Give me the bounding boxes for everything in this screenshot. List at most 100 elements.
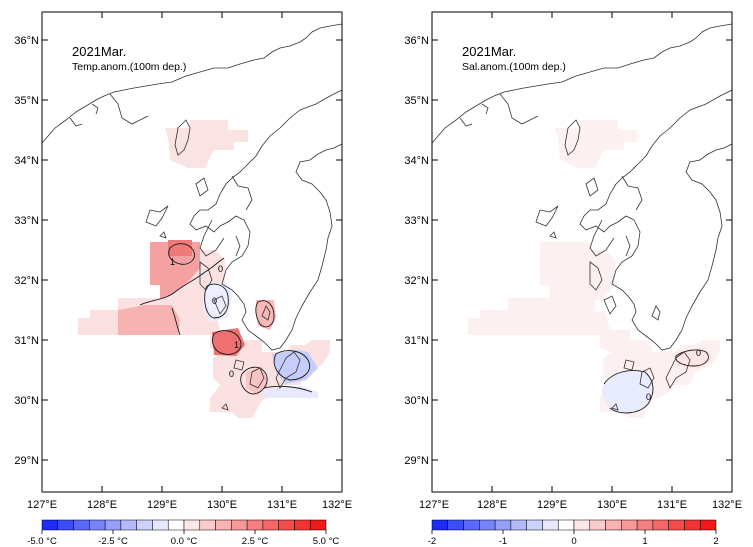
colorbar-swatch: [636, 519, 654, 531]
colorbar-swatch: [652, 519, 669, 531]
lat-label: 34°N: [14, 155, 39, 167]
lon-label: 128°E: [477, 499, 507, 511]
colorbar-swatch: [152, 519, 169, 531]
lat-label: 30°N: [404, 395, 429, 407]
colorbar-swatch: [136, 519, 153, 531]
colorbar-swatch: [699, 519, 717, 531]
map-title: 2021Mar.: [72, 44, 126, 59]
lon-label: 131°E: [657, 499, 687, 511]
colorbar-swatch: [479, 519, 496, 531]
contour-label: 0: [218, 264, 223, 274]
colorbar-swatch: [246, 519, 264, 531]
colorbar-label: -5.0 °C: [27, 536, 57, 547]
colorbar-label: -2.5 °C: [98, 536, 128, 547]
colorbar-swatch: [684, 519, 701, 531]
lon-labels: 127°E 128°E 129°E 130°E 131°E 132°E: [419, 499, 742, 511]
lat-labels: 36°N 35°N 34°N 33°N 32°N 31°N 30°N 29°N: [14, 35, 39, 467]
colorbar-swatch: [431, 519, 449, 531]
contour-label: 0: [229, 369, 234, 379]
lat-label: 29°N: [14, 455, 39, 467]
salinity-contour-labels: 0 0: [646, 348, 701, 402]
lon-label: 127°E: [27, 499, 57, 511]
colorbar-swatch: [494, 519, 512, 531]
temperature-anomaly-map: 1 0 0 1 0: [14, 11, 352, 547]
colorbar-swatch: [447, 519, 464, 531]
lat-labels: 36°N 35°N 34°N 33°N 32°N 31°N 30°N 29°N: [404, 35, 429, 467]
map-title: 2021Mar.: [462, 44, 516, 59]
colorbar-swatch: [621, 519, 638, 531]
contour-label: 0: [646, 392, 651, 402]
lon-label: 132°E: [322, 499, 352, 511]
lat-label: 31°N: [404, 335, 429, 347]
lon-label: 131°E: [267, 499, 297, 511]
colorbar-swatch: [73, 519, 90, 531]
coastline: [41, 23, 343, 411]
colorbar-swatch: [294, 519, 311, 531]
salinity-colorbar-labels: -2 -1 0 1 2: [428, 536, 719, 547]
colorbar-swatch: [262, 519, 279, 531]
colorbar-swatch: [183, 519, 201, 531]
colorbar-swatch: [463, 519, 480, 531]
colorbar-swatch: [104, 519, 122, 531]
map-frame: [41, 11, 343, 493]
lat-label: 29°N: [404, 455, 429, 467]
colorbar-swatch: [309, 519, 327, 531]
map-subtitle: Sal.anom.(100m dep.): [462, 61, 566, 73]
lat-ticks: [431, 12, 733, 492]
salinity-contour-lines: [603, 349, 709, 414]
colorbar-swatch: [557, 519, 575, 531]
colorbar-swatch: [278, 519, 295, 531]
lat-label: 33°N: [14, 215, 39, 227]
colorbar-swatch: [231, 519, 248, 531]
lon-label: 129°E: [147, 499, 177, 511]
colorbar-swatch: [668, 519, 685, 531]
lat-label: 35°N: [14, 95, 39, 107]
temp-contour-lines: [139, 243, 313, 395]
lon-label: 130°E: [597, 499, 627, 511]
lon-label: 130°E: [207, 499, 237, 511]
contour-label: 0: [696, 348, 701, 358]
lon-label: 129°E: [537, 499, 567, 511]
map-subtitle: Temp.anom.(100m dep.): [72, 61, 186, 73]
salinity-colorbar: [431, 519, 717, 534]
colorbar-swatch: [41, 519, 59, 531]
colorbar-swatch: [57, 519, 74, 531]
lat-label: 33°N: [404, 215, 429, 227]
colorbar-swatch: [199, 519, 216, 531]
colorbar-swatch: [573, 519, 591, 531]
colorbar-swatch: [215, 519, 232, 531]
colorbar-label: 2: [713, 536, 718, 547]
contour-label: 1: [170, 257, 175, 267]
lat-label: 30°N: [14, 395, 39, 407]
lat-label: 36°N: [404, 35, 429, 47]
colorbar-swatch: [589, 519, 606, 531]
colorbar-swatch: [89, 519, 106, 531]
colorbar-label: 1: [642, 536, 647, 547]
lat-label: 32°N: [14, 275, 39, 287]
colorbar-swatch: [605, 519, 622, 531]
colorbar-swatch: [167, 519, 185, 531]
colorbar-swatch: [526, 519, 543, 531]
lon-label: 127°E: [419, 499, 449, 511]
colorbar-label: 2.5 °C: [242, 536, 269, 547]
lat-ticks: [41, 12, 343, 492]
salinity-anomaly-shading: [468, 120, 720, 418]
lat-label: 31°N: [14, 335, 39, 347]
lat-label: 32°N: [404, 275, 429, 287]
colorbar-label: 5.0 °C: [313, 536, 340, 547]
colorbar-label: 0.0 °C: [171, 536, 198, 547]
colorbar-swatch: [120, 519, 137, 531]
colorbar-swatch: [510, 519, 527, 531]
salinity-anomaly-map: 0 0: [404, 11, 742, 547]
lat-label: 36°N: [14, 35, 39, 47]
lon-labels: 127°E 128°E 129°E 130°E 131°E 132°E: [27, 499, 352, 511]
colorbar-label: 0: [571, 536, 576, 547]
colorbar-label: -2: [428, 536, 436, 547]
lat-label: 35°N: [404, 95, 429, 107]
contour-label: 1: [234, 340, 239, 350]
lon-label: 128°E: [87, 499, 117, 511]
lat-label: 34°N: [404, 155, 429, 167]
colorbar-swatch: [542, 519, 559, 531]
map-frame: [431, 11, 733, 493]
